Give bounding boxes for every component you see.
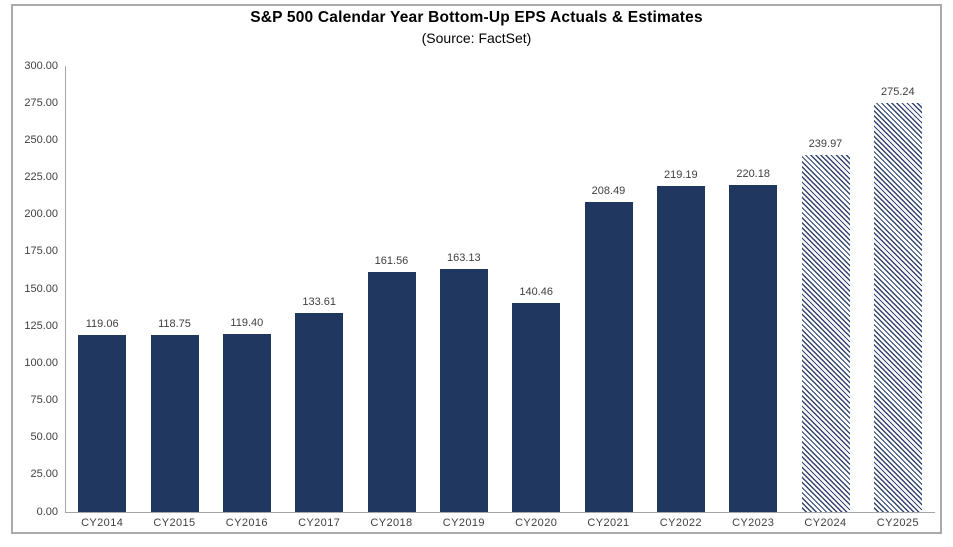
y-axis-line <box>65 66 66 512</box>
bar-value-label-CY2015: 118.75 <box>158 318 191 331</box>
x-axis-category-label-CY2022: CY2022 <box>659 517 702 529</box>
bar-CY2025 <box>873 102 922 512</box>
bar-CY2015 <box>150 335 199 512</box>
y-axis-tick-label: 200.00 <box>24 208 58 221</box>
x-axis-category-label-CY2021: CY2021 <box>587 517 630 529</box>
bar-value-label-CY2023: 220.18 <box>736 167 770 180</box>
y-axis-tick-label: 275.00 <box>24 96 58 109</box>
x-axis-category-label-CY2019: CY2019 <box>442 517 485 529</box>
x-axis-category-label-CY2016: CY2016 <box>225 517 268 529</box>
y-axis-tick-label: 25.00 <box>30 468 58 481</box>
bar-value-label-CY2018: 161.56 <box>374 254 409 267</box>
bar-value-label-CY2019: 163.13 <box>446 252 481 265</box>
bar-value-label-CY2024: 239.97 <box>808 138 843 151</box>
y-axis-tick-label: 0.00 <box>36 505 58 518</box>
x-axis-category-label-CY2014: CY2014 <box>81 517 124 529</box>
bar-CY2021 <box>584 202 633 512</box>
bar-value-label-CY2017: 133.61 <box>302 296 336 309</box>
y-axis-tick-label: 100.00 <box>24 356 58 369</box>
x-axis-line <box>65 512 935 513</box>
bar-value-label-CY2022: 219.19 <box>663 169 698 182</box>
bar-CY2020 <box>512 303 561 512</box>
y-axis-tick-label: 225.00 <box>24 171 58 183</box>
bar-CY2024 <box>801 155 850 512</box>
y-axis-tick-label: 250.00 <box>24 133 58 146</box>
y-axis-tick-label: 175.00 <box>24 245 58 258</box>
y-axis-tick-label: 300.00 <box>24 59 58 72</box>
bar-value-label-CY2025: 275.24 <box>880 85 915 98</box>
bar-value-label-CY2016: 119.40 <box>230 317 264 330</box>
bar-CY2016 <box>222 334 271 512</box>
x-axis-category-label-CY2023: CY2023 <box>732 517 775 529</box>
x-axis-category-label-CY2018: CY2018 <box>370 517 413 529</box>
bar-CY2023 <box>729 184 778 512</box>
x-axis-category-label-CY2015: CY2015 <box>153 517 196 529</box>
bar-value-label-CY2014: 119.06 <box>85 317 119 330</box>
bar-CY2017 <box>295 313 344 512</box>
bar-CY2018 <box>367 271 416 512</box>
bar-CY2022 <box>656 186 705 512</box>
bar-value-label-CY2020: 140.46 <box>519 286 553 299</box>
chart-subtitle: (Source: FactSet) <box>421 30 532 46</box>
x-axis-category-label-CY2025: CY2025 <box>876 517 919 529</box>
bar-value-label-CY2021: 208.49 <box>591 185 626 198</box>
y-axis-tick-label: 50.00 <box>30 431 58 444</box>
x-axis-category-label-CY2017: CY2017 <box>298 517 341 529</box>
x-axis-category-label-CY2024: CY2024 <box>804 517 847 529</box>
chart-title: S&P 500 Calendar Year Bottom-Up EPS Actu… <box>250 9 703 26</box>
y-axis-tick-label: 125.00 <box>24 319 58 332</box>
bar-CY2014 <box>78 334 127 512</box>
y-axis-tick-label: 75.00 <box>30 394 58 406</box>
x-axis-category-label-CY2020: CY2020 <box>515 517 558 529</box>
bar-CY2019 <box>439 269 488 512</box>
y-axis-tick-label: 150.00 <box>24 282 58 295</box>
